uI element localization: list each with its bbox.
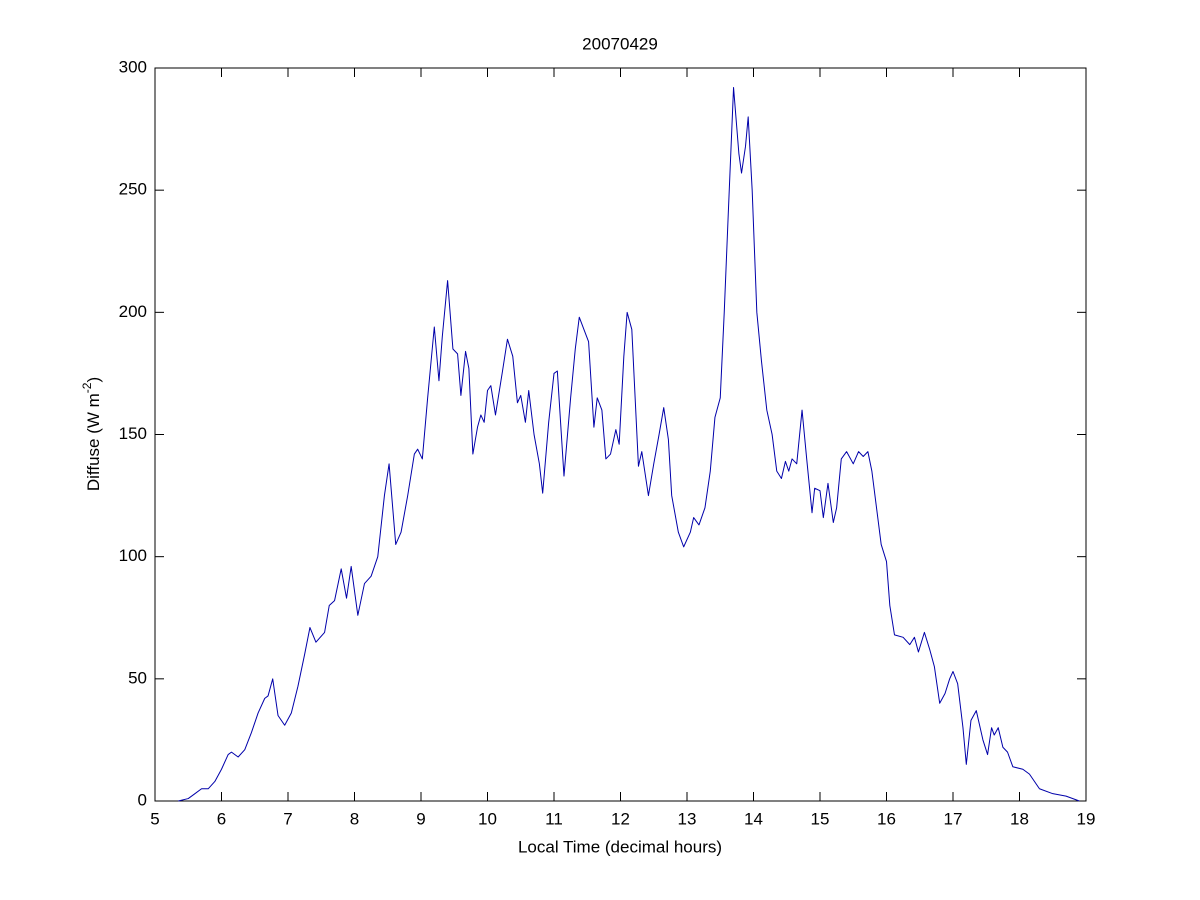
x-tick-label: 14	[744, 809, 763, 828]
x-tick-label: 7	[283, 809, 292, 828]
y-tick-label: 250	[119, 180, 147, 199]
y-tick-label: 100	[119, 546, 147, 565]
y-label-superscript: -2	[80, 382, 94, 393]
y-axis-label: Diffuse (W m-2)	[80, 377, 103, 491]
x-tick-label: 17	[944, 809, 963, 828]
x-tick-label: 8	[350, 809, 359, 828]
x-tick-label: 12	[611, 809, 630, 828]
y-label-part: Diffuse (W m	[84, 393, 103, 491]
y-tick-label: 50	[128, 668, 147, 687]
y-tick-label: 200	[119, 302, 147, 321]
y-tick-label: 0	[138, 790, 147, 809]
y-tick-label: 150	[119, 424, 147, 443]
chart-title: 20070429	[582, 34, 658, 53]
x-tick-label: 19	[1077, 809, 1096, 828]
x-axis-label: Local Time (decimal hours)	[518, 837, 722, 856]
data-line	[178, 87, 1080, 802]
y-label-part: )	[84, 377, 103, 383]
x-tick-label: 11	[545, 809, 563, 828]
x-tick-label: 16	[877, 809, 896, 828]
y-tick-label: 300	[119, 57, 147, 76]
x-tick-label: 15	[811, 809, 830, 828]
x-tick-label: 6	[217, 809, 226, 828]
x-tick-label: 5	[150, 809, 159, 828]
x-tick-label: 18	[1010, 809, 1029, 828]
x-tick-label: 9	[416, 809, 425, 828]
x-tick-label: 13	[678, 809, 697, 828]
x-tick-label: 10	[478, 809, 497, 828]
